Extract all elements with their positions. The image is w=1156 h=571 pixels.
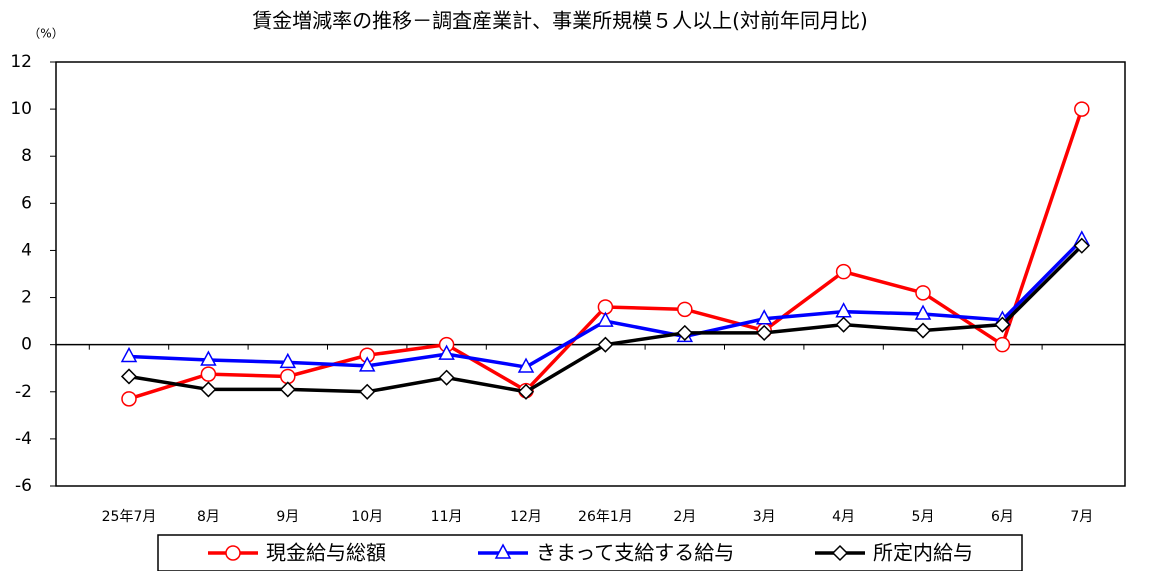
x-tick-label: 6月: [991, 509, 1014, 525]
marker: [438, 369, 455, 386]
marker: [200, 366, 217, 382]
marker: [597, 311, 614, 327]
y-axis-label: （%）: [28, 27, 63, 41]
marker: [279, 381, 296, 398]
marker: [359, 383, 376, 400]
x-tick-label: 11月: [431, 509, 463, 525]
x-tick-label: 7月: [1070, 509, 1093, 525]
legend-label: 所定内給与: [873, 541, 973, 565]
chart-title: 賃金増減率の推移－調査産業計、事業所規模５人以上(対前年同月比): [252, 9, 868, 33]
marker: [835, 316, 852, 333]
marker: [914, 304, 932, 320]
plot-area: [55, 61, 1126, 487]
y-tick-label: 8: [21, 146, 32, 166]
marker: [994, 336, 1011, 353]
marker: [517, 357, 535, 373]
series-line: [128, 108, 1084, 401]
marker: [1073, 237, 1090, 254]
marker: [121, 391, 137, 407]
y-tick-label: 0: [21, 335, 32, 355]
x-tick-label: 4月: [832, 509, 855, 525]
marker: [835, 263, 852, 280]
marker: [120, 346, 138, 363]
x-tick-label: 12月: [510, 509, 542, 525]
legend-label: きまって支給する給与: [536, 541, 734, 565]
marker: [756, 324, 773, 341]
marker: [677, 301, 693, 318]
marker: [597, 336, 614, 353]
marker: [517, 383, 535, 400]
legend: [157, 534, 1023, 571]
marker: [200, 381, 217, 398]
marker: [915, 285, 931, 301]
marker: [279, 352, 297, 369]
marker: [200, 350, 217, 366]
x-tick-label: 10月: [351, 509, 383, 525]
y-tick-label: 12: [10, 52, 32, 72]
marker: [120, 368, 138, 385]
y-tick-label: 10: [10, 99, 32, 119]
marker: [994, 316, 1011, 333]
marker: [676, 324, 693, 341]
y-tick-label: -2: [15, 382, 32, 402]
y-tick-label: -6: [15, 476, 32, 496]
marker: [494, 543, 512, 559]
x-tick-label: 26年1月: [578, 509, 633, 525]
marker: [831, 544, 849, 562]
x-tick-label: 3月: [753, 509, 776, 525]
marker: [914, 322, 932, 339]
y-tick-label: 6: [21, 193, 32, 213]
y-tick-label: 4: [21, 240, 32, 260]
x-tick-label: 9月: [276, 509, 299, 525]
y-tick-label: -4: [15, 429, 32, 449]
x-tick-label: 5月: [912, 509, 935, 525]
marker: [438, 344, 455, 360]
marker: [1074, 101, 1090, 117]
marker: [358, 356, 376, 372]
x-tick-label: 8月: [197, 509, 220, 525]
x-tick-label: 25年7月: [102, 509, 157, 525]
marker: [225, 545, 241, 561]
legend-label: 現金給与総額: [266, 541, 386, 565]
x-tick-label: 2月: [673, 509, 696, 525]
marker: [755, 309, 773, 325]
y-tick-label: 2: [21, 288, 32, 308]
